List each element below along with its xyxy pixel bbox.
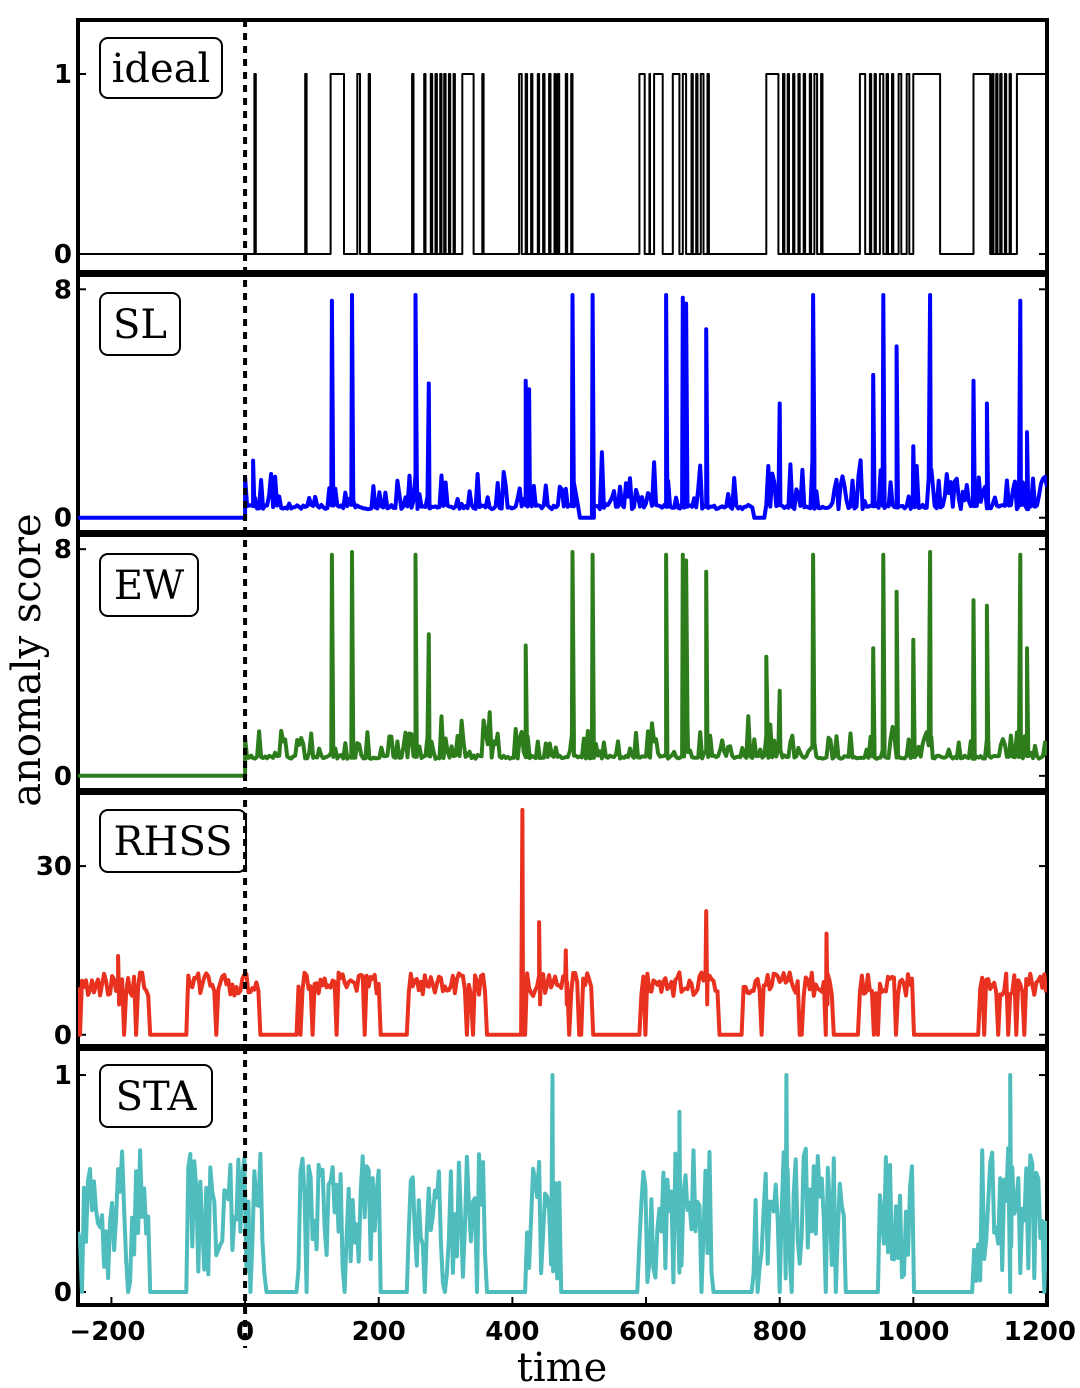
y-tick-label: 0 <box>54 1021 72 1051</box>
panel-sl: 0 8 SL <box>54 273 1049 534</box>
panel-label-text: STA <box>116 1074 198 1120</box>
y-tick-label: 0 <box>54 504 72 534</box>
y-tick-label: 1 <box>54 1061 72 1091</box>
y-tick-label: 30 <box>36 852 72 882</box>
x-tick-label: 400 <box>485 1317 539 1347</box>
panel-label: ideal <box>99 37 223 99</box>
x-tick-label: 1000 <box>877 1317 949 1347</box>
panel-frame <box>76 18 1049 274</box>
panel-frame <box>76 533 1049 792</box>
x-axis: −200 0 200 400 600 800 1000 1200 <box>69 1297 1076 1347</box>
x-axis-title: time <box>517 1345 607 1388</box>
panel-label: EW <box>99 553 199 617</box>
panel-label-text: RHSS <box>113 819 232 865</box>
panel-label-text: SL <box>113 302 167 348</box>
x-tick-label: 600 <box>619 1317 673 1347</box>
panel-label-box <box>99 1064 213 1128</box>
panel-label-box <box>99 553 199 617</box>
y-tick-label: 8 <box>54 535 72 565</box>
y-tick-label: 1 <box>54 60 72 90</box>
series-line-rhss <box>78 807 1047 1037</box>
panel-label-text: EW <box>114 563 184 609</box>
y-tick-label: 0 <box>54 762 72 792</box>
y-tick-label: 8 <box>54 275 72 305</box>
y-axis-title: anomaly score <box>4 513 50 806</box>
series-line-sta <box>78 1073 1047 1294</box>
panel-label-box <box>99 292 181 356</box>
panel-rhss: 0 30 RHSS <box>36 791 1049 1051</box>
y-tick-label: 0 <box>54 1278 72 1308</box>
panel-label-box <box>99 37 223 99</box>
panel-label-text: ideal <box>112 46 211 92</box>
panel-ideal: 0 1 ideal <box>54 18 1049 274</box>
y-tick-label: 0 <box>54 240 72 270</box>
series-line-ideal <box>78 73 1047 255</box>
x-tick-label: −200 <box>69 1317 145 1347</box>
series-line-sl <box>78 293 1047 520</box>
x-tick-label: 200 <box>352 1317 406 1347</box>
panel-label: STA <box>99 1064 213 1128</box>
panel-label: RHSS <box>99 809 247 873</box>
x-tick-label: 0 <box>236 1317 254 1347</box>
panel-label: SL <box>99 292 181 356</box>
panel-sta: 0 1 STA <box>54 1047 1049 1308</box>
series-line-ew <box>78 550 1047 778</box>
panel-ew: 0 8 EW <box>54 533 1049 792</box>
x-tick-label: 800 <box>753 1317 807 1347</box>
x-tick-label: 1200 <box>1004 1317 1076 1347</box>
